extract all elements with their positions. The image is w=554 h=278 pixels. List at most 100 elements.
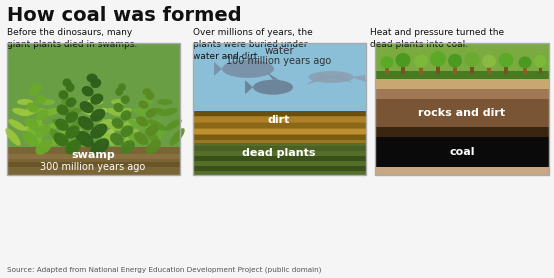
Polygon shape — [306, 74, 331, 85]
Ellipse shape — [140, 108, 158, 116]
Ellipse shape — [24, 119, 42, 131]
Bar — [7, 154, 180, 159]
Ellipse shape — [42, 108, 60, 116]
Ellipse shape — [27, 128, 43, 146]
Ellipse shape — [112, 118, 124, 129]
Ellipse shape — [8, 119, 26, 131]
Ellipse shape — [118, 83, 126, 91]
Ellipse shape — [35, 139, 53, 155]
Text: swamp: swamp — [71, 150, 115, 160]
Bar — [436, 66, 440, 74]
Ellipse shape — [78, 116, 94, 130]
Bar — [375, 89, 549, 99]
Ellipse shape — [519, 56, 531, 68]
Bar — [375, 137, 549, 167]
Polygon shape — [331, 74, 353, 83]
Ellipse shape — [32, 83, 42, 91]
Ellipse shape — [90, 78, 101, 88]
Bar — [375, 127, 549, 137]
Ellipse shape — [144, 119, 162, 131]
Ellipse shape — [134, 132, 148, 145]
Ellipse shape — [66, 83, 75, 92]
Ellipse shape — [81, 86, 94, 96]
Ellipse shape — [114, 108, 132, 116]
Bar — [193, 135, 366, 140]
Bar — [375, 43, 549, 79]
Bar — [193, 117, 366, 122]
Ellipse shape — [157, 99, 173, 105]
Bar — [7, 147, 180, 175]
Ellipse shape — [73, 128, 89, 146]
Ellipse shape — [90, 109, 105, 122]
Ellipse shape — [146, 108, 157, 118]
Ellipse shape — [414, 55, 428, 68]
Ellipse shape — [35, 95, 47, 104]
Ellipse shape — [27, 102, 39, 113]
Ellipse shape — [76, 131, 94, 147]
Ellipse shape — [125, 128, 141, 146]
Text: dirt: dirt — [268, 115, 290, 125]
Ellipse shape — [75, 128, 91, 146]
Ellipse shape — [309, 71, 353, 83]
Ellipse shape — [120, 140, 135, 154]
Text: coal: coal — [449, 147, 475, 157]
Ellipse shape — [65, 140, 81, 155]
Ellipse shape — [52, 119, 70, 131]
Bar — [386, 68, 388, 74]
Ellipse shape — [170, 128, 184, 146]
Bar — [193, 156, 366, 161]
Ellipse shape — [57, 108, 74, 116]
Ellipse shape — [381, 56, 393, 68]
Bar — [193, 111, 366, 116]
Ellipse shape — [34, 108, 52, 116]
Ellipse shape — [35, 125, 50, 138]
Ellipse shape — [61, 99, 77, 105]
Ellipse shape — [68, 119, 86, 131]
Bar — [193, 129, 366, 134]
Text: water: water — [264, 46, 294, 56]
Ellipse shape — [99, 128, 115, 146]
Ellipse shape — [121, 95, 130, 104]
Ellipse shape — [64, 108, 82, 116]
Ellipse shape — [87, 99, 103, 105]
Bar — [375, 79, 549, 89]
Ellipse shape — [110, 133, 124, 145]
Bar — [193, 146, 366, 151]
Ellipse shape — [86, 73, 98, 83]
Ellipse shape — [160, 108, 178, 116]
Polygon shape — [351, 75, 366, 82]
Ellipse shape — [146, 140, 161, 154]
Ellipse shape — [253, 80, 293, 95]
Ellipse shape — [534, 55, 546, 68]
Ellipse shape — [59, 90, 69, 100]
Bar — [7, 43, 180, 175]
Bar — [7, 43, 180, 175]
Bar — [193, 43, 366, 111]
Bar — [7, 162, 180, 167]
Polygon shape — [214, 62, 222, 76]
Ellipse shape — [128, 119, 146, 131]
Ellipse shape — [90, 123, 107, 139]
Bar — [488, 67, 491, 74]
Ellipse shape — [52, 128, 66, 146]
Ellipse shape — [396, 53, 411, 67]
Text: How coal was formed: How coal was formed — [7, 6, 242, 25]
Text: Before the dinosaurs, many
giant plants died in swamps.: Before the dinosaurs, many giant plants … — [7, 28, 137, 49]
Ellipse shape — [114, 103, 124, 112]
Bar — [193, 143, 366, 175]
Ellipse shape — [63, 78, 71, 87]
Text: dead plants: dead plants — [242, 148, 316, 158]
Text: Over millions of years, the
plants were buried under
water and dirt.: Over millions of years, the plants were … — [193, 28, 313, 61]
Ellipse shape — [106, 108, 124, 116]
Ellipse shape — [149, 128, 165, 146]
Ellipse shape — [145, 128, 161, 146]
Ellipse shape — [90, 93, 104, 105]
Ellipse shape — [142, 88, 151, 95]
Bar — [375, 43, 549, 175]
Ellipse shape — [138, 100, 148, 109]
Ellipse shape — [65, 97, 76, 107]
Ellipse shape — [90, 108, 107, 116]
Ellipse shape — [12, 108, 30, 116]
Ellipse shape — [448, 54, 462, 68]
Ellipse shape — [111, 99, 127, 105]
